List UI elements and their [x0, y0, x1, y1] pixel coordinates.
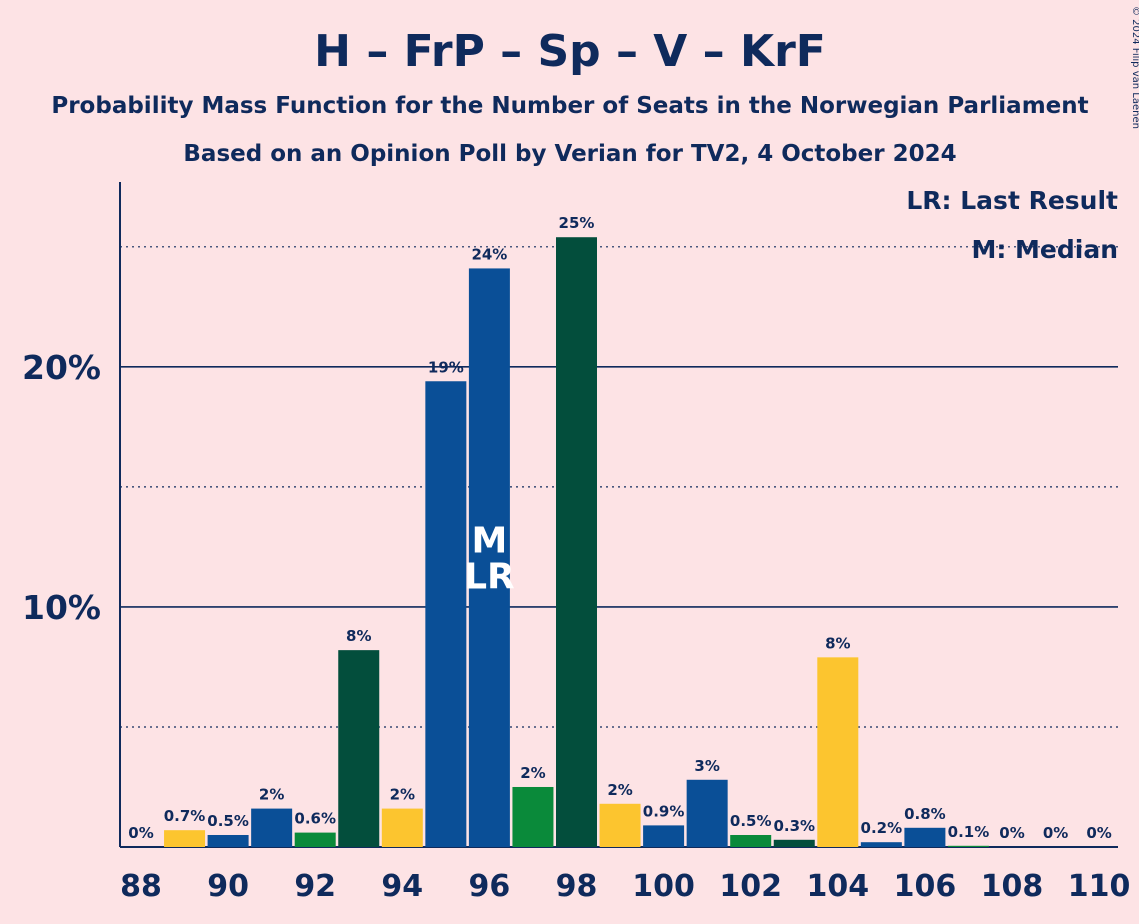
bars: [164, 237, 989, 847]
data-label: 3%: [694, 757, 719, 775]
x-tick-label: 98: [556, 869, 598, 904]
x-tick-label: 102: [719, 869, 782, 904]
data-label: 0.2%: [861, 819, 903, 837]
bar: [251, 808, 293, 847]
data-label: 8%: [825, 634, 850, 652]
median-marker: M: [471, 521, 507, 562]
chart-title: H – FrP – Sp – V – KrF: [314, 26, 826, 77]
data-labels: 0%0.7% 0.5%2%0.6%8%2%19%24%2%25%2%0.9%3%0…: [128, 214, 1112, 842]
bar: [468, 268, 510, 847]
x-tick-label: 96: [469, 869, 511, 904]
bar: [556, 237, 597, 847]
data-label: 0%: [1086, 824, 1111, 842]
data-label: 2%: [390, 786, 415, 804]
bar: [817, 657, 859, 847]
bar: [904, 827, 946, 847]
bar: [164, 830, 206, 847]
data-label: 25%: [559, 214, 595, 232]
bar: [686, 779, 728, 847]
data-label: 0%: [1043, 824, 1068, 842]
x-tick-label: 94: [381, 869, 423, 904]
bar: [599, 803, 641, 847]
x-tick-label: 110: [1068, 869, 1131, 904]
bar: [425, 381, 467, 847]
x-tick-label: 90: [207, 869, 249, 904]
data-label: 0.6%: [294, 810, 336, 828]
bar: [381, 808, 423, 847]
x-axis: 88 90 92 94 96 98 100 102 104 106 108 110: [120, 869, 1130, 904]
data-label: 24%: [471, 245, 507, 263]
data-label: 2%: [520, 764, 545, 782]
data-label: 0.5%: [207, 812, 249, 830]
bar: [730, 834, 772, 847]
x-tick-label: 104: [806, 869, 869, 904]
grid: [120, 246, 1118, 728]
data-label: 8%: [346, 627, 371, 645]
data-label: 0.5%: [730, 812, 772, 830]
data-label: 2%: [607, 781, 632, 799]
legend-median: M: Median: [971, 235, 1118, 264]
data-label: 0.3%: [773, 817, 815, 835]
bar: [643, 825, 685, 847]
bar: [773, 839, 815, 847]
bar-marks: MLR: [464, 521, 515, 598]
data-label: 0%: [128, 824, 153, 842]
x-tick-label: 106: [894, 869, 957, 904]
chart-subtitle: Probability Mass Function for the Number…: [51, 93, 1088, 119]
copyright: © 2024 Filip van Laenen: [1130, 6, 1139, 129]
bar: [294, 832, 336, 847]
bar: [207, 834, 249, 847]
data-label: 0.7%: [164, 807, 206, 825]
y-tick-label: 10%: [22, 588, 101, 627]
bar: [338, 650, 380, 847]
data-label: 0.9%: [643, 802, 685, 820]
x-tick-label: 92: [294, 869, 336, 904]
x-tick-label: 100: [632, 869, 695, 904]
x-tick-label: 88: [120, 869, 162, 904]
data-label: 0.8%: [904, 805, 946, 823]
bar: [512, 786, 554, 847]
legend-last-result: LR: Last Result: [906, 186, 1118, 215]
x-tick-label: 108: [981, 869, 1044, 904]
chart-subtitle-2: Based on an Opinion Poll by Verian for T…: [183, 141, 956, 167]
data-label: 2%: [259, 786, 284, 804]
data-label: 19%: [428, 358, 464, 376]
y-tick-label: 20%: [22, 348, 101, 387]
data-label: 0%: [999, 824, 1024, 842]
data-label: 0.1%: [948, 823, 990, 841]
bar: [860, 842, 902, 847]
last-result-marker: LR: [464, 557, 515, 598]
bar: [947, 845, 989, 847]
